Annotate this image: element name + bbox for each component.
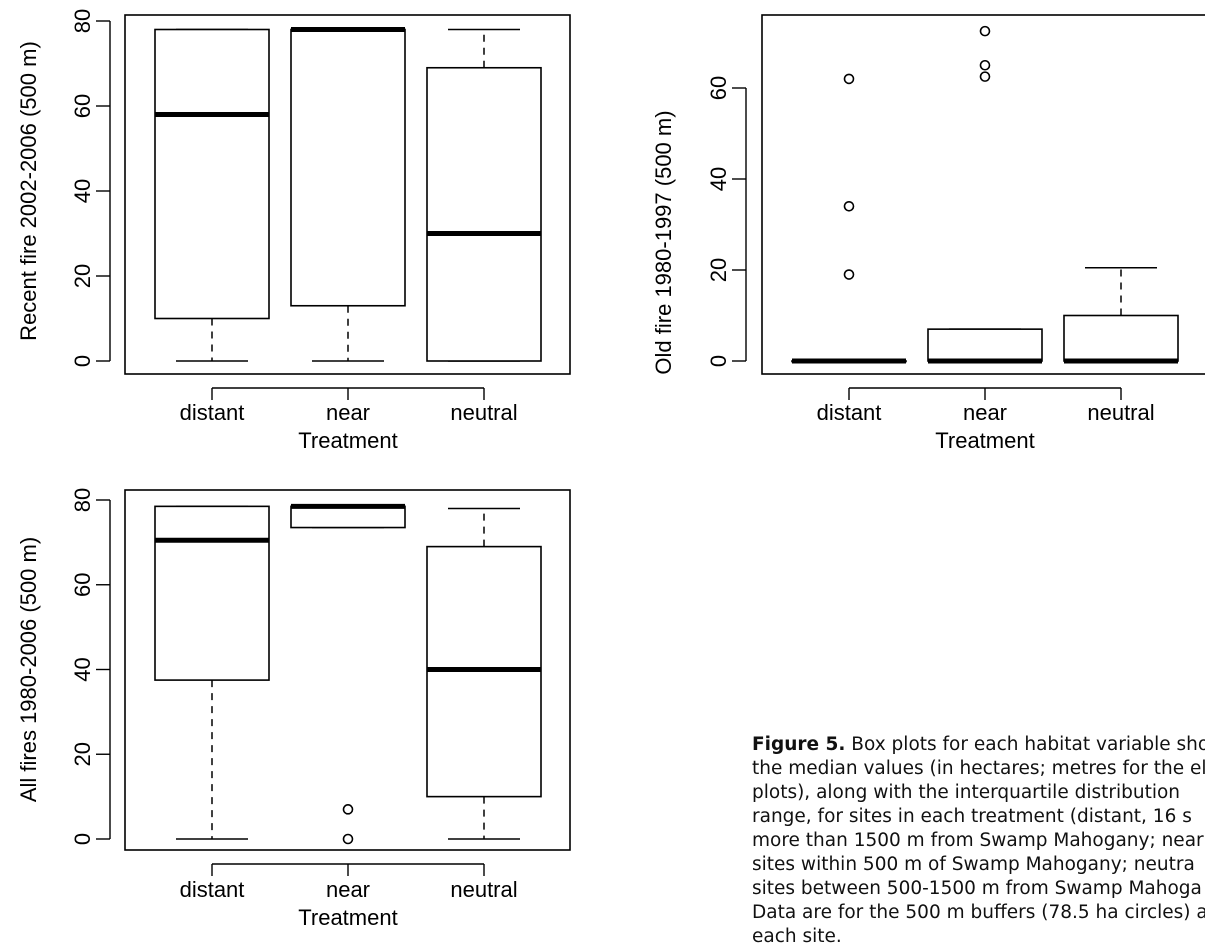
- all-y-tick-label: 80: [70, 488, 95, 512]
- all-outlier-near: [342, 833, 354, 845]
- all-y-tick-label: 60: [70, 573, 95, 597]
- all-y-tick-label: 20: [70, 742, 95, 766]
- recent-box-neutral: [426, 66, 542, 362]
- all-x-tick-label-distant: distant: [180, 877, 245, 902]
- caption-line-7: Data are for the 500 m buffers (78.5 ha …: [752, 902, 1205, 923]
- caption-line-2: plots), along with the interquartile dis…: [752, 782, 1181, 803]
- old-outlier-near: [979, 25, 991, 37]
- old-y-tick-label: 0: [706, 355, 731, 367]
- old-plot-frame: [761, 14, 1205, 375]
- all-y-tick-label: 40: [70, 657, 95, 681]
- recent-y-tick-label: 80: [70, 9, 95, 33]
- recent-box-near: [290, 28, 406, 307]
- recent-x-axis-title: Treatment: [298, 428, 397, 453]
- caption-line-8: each site.: [752, 926, 842, 947]
- caption-line-1: the median values (in hectares; metres f…: [752, 758, 1205, 779]
- caption-text-0: Box plots for each habitat variable shov: [845, 734, 1205, 755]
- all-box-distant: [154, 505, 270, 681]
- caption-line-6: sites between 500-1500 m from Swamp Maho…: [752, 878, 1202, 899]
- all-outlier-near: [342, 804, 354, 815]
- old-x-tick-label-neutral: neutral: [1087, 400, 1154, 425]
- all-y-axis-title: All fires 1980-2006 (500 m): [16, 537, 41, 802]
- recent-y-tick-label: 40: [70, 179, 95, 203]
- caption-label: Figure 5.: [752, 734, 846, 755]
- all-x-tick-label-neutral: neutral: [450, 877, 517, 902]
- all-y-tick-label: 0: [70, 833, 95, 845]
- recent-box-distant: [154, 28, 270, 320]
- old-y-tick-label: 40: [706, 167, 731, 191]
- recent-x-tick-label-neutral: neutral: [450, 400, 517, 425]
- all-box-near: [290, 505, 406, 529]
- figure-caption: Figure 5. Box plots for each habitat var…: [752, 733, 1205, 949]
- old-y-axis-title: Old fire 1980-1997 (500 m): [651, 110, 676, 374]
- old-y-tick-label: 60: [706, 76, 731, 100]
- caption-line-3: range, for sites in each treatment (dist…: [752, 806, 1192, 827]
- old-box-neutral: [1063, 314, 1179, 362]
- recent-y-tick-label: 0: [70, 355, 95, 367]
- recent-y-axis-title: Recent fire 2002-2006 (500 m): [16, 41, 41, 341]
- old-x-axis-title: Treatment: [935, 428, 1034, 453]
- all-plot-frame: [124, 489, 571, 851]
- old-outlier-distant: [843, 201, 855, 212]
- recent-y-tick-label: 60: [70, 94, 95, 118]
- all-x-tick-label-near: near: [326, 877, 370, 902]
- caption-line-0: Figure 5. Box plots for each habitat var…: [752, 733, 1205, 757]
- caption-line-4: more than 1500 m from Swamp Mahogany; ne…: [752, 830, 1204, 851]
- old-outlier-distant: [843, 269, 855, 280]
- recent-x-tick-label-distant: distant: [180, 400, 245, 425]
- old-outlier-near: [979, 71, 991, 82]
- old-outlier-near: [979, 59, 991, 71]
- caption-line-5: sites within 500 m of Swamp Mahogany; ne…: [752, 854, 1195, 875]
- old-y-tick-label: 20: [706, 258, 731, 282]
- recent-y-tick-label: 20: [70, 264, 95, 288]
- old-x-tick-label-near: near: [963, 400, 1007, 425]
- recent-x-tick-label-near: near: [326, 400, 370, 425]
- old-x-tick-label-distant: distant: [817, 400, 882, 425]
- old-outlier-distant: [843, 73, 855, 85]
- recent-plot-frame: [124, 14, 571, 375]
- old-box-near: [927, 328, 1043, 362]
- all-x-axis-title: Treatment: [298, 905, 397, 930]
